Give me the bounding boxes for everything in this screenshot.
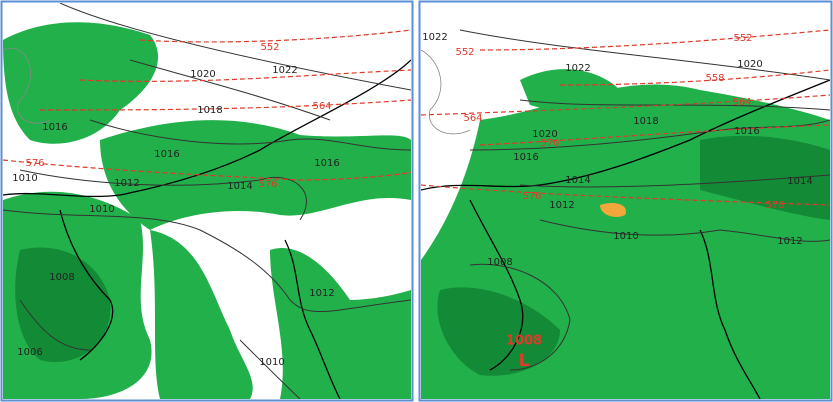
contour-label: 1016 — [42, 122, 67, 133]
contour-label: 552 — [455, 47, 474, 58]
contour-label: 1008 — [49, 272, 74, 283]
contour-label: 1020 — [532, 129, 557, 140]
contour-label: 564 — [463, 113, 482, 124]
contour-label: 576 — [522, 191, 541, 202]
contour-label: 1012 — [549, 200, 574, 211]
contour-label: 1020 — [737, 59, 762, 70]
contour-label: 1012 — [114, 178, 139, 189]
contour-label: 1022 — [565, 63, 590, 74]
contour-label: 552 — [733, 33, 752, 44]
contour-label: 576 — [258, 179, 277, 190]
contour-label: 564 — [312, 101, 331, 112]
contour-label: 1006 — [17, 347, 42, 358]
contour-label: 576 — [25, 158, 44, 169]
low-pressure-symbol: L — [519, 351, 530, 371]
right-map — [421, 29, 830, 399]
contour-label: 1010 — [259, 357, 284, 368]
contour-label: 1008 — [487, 257, 512, 268]
contour-label: 570 — [540, 138, 559, 149]
contour-labels: 552 1022 1020 564 1018 1016 1016 576 1014 1012 101… — [12, 32, 812, 371]
contour-label: 1022 — [422, 32, 447, 43]
contour-label: 1014 — [787, 176, 812, 187]
contour-label: 1010 — [613, 231, 638, 242]
contour-label: 1018 — [633, 116, 658, 127]
left-map — [3, 3, 411, 399]
contour-label: 1022 — [272, 65, 297, 76]
contour-label: 1018 — [197, 105, 222, 116]
contour-label: 1014 — [227, 181, 252, 192]
contour-label: 558 — [705, 73, 724, 84]
contour-label: 1016 — [734, 126, 759, 137]
contour-label: 564 — [732, 97, 751, 108]
low-pressure-value: 1008 — [506, 334, 542, 349]
contour-label: 552 — [260, 42, 279, 53]
contour-label: 576 — [765, 200, 784, 211]
contour-label: 1012 — [309, 288, 334, 299]
contour-label: 1020 — [190, 69, 215, 80]
contour-label: 1010 — [12, 173, 37, 184]
contour-label: 1016 — [314, 158, 339, 169]
contour-label: 1016 — [513, 152, 538, 163]
contour-label: 1010 — [89, 204, 114, 215]
contour-label: 1012 — [777, 236, 802, 247]
contour-label: 1016 — [154, 149, 179, 160]
contour-label: 1014 — [565, 175, 590, 186]
